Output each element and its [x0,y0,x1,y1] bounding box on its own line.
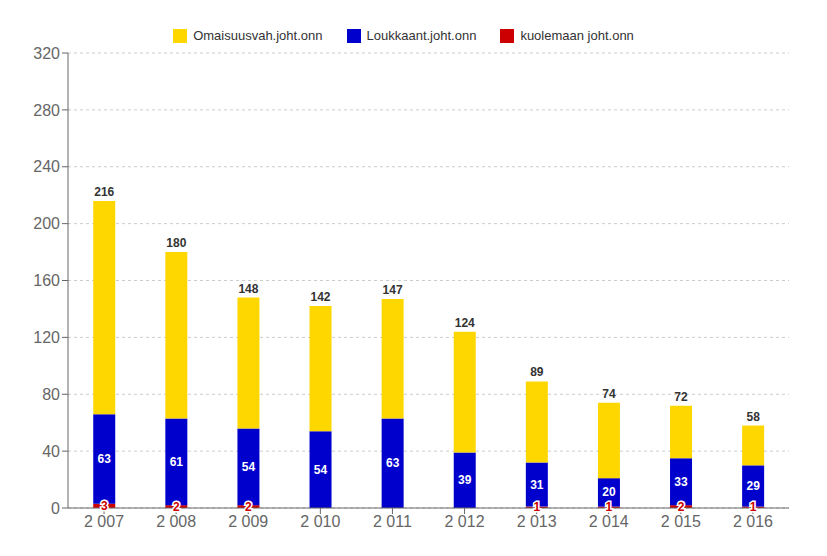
svg-text:124: 124 [455,316,475,330]
svg-text:280: 280 [33,102,60,119]
svg-text:54: 54 [314,463,328,477]
svg-text:2 010: 2 010 [300,513,340,530]
svg-text:2 009: 2 009 [228,513,268,530]
svg-text:39: 39 [458,473,472,487]
svg-text:2: 2 [678,500,685,514]
svg-text:240: 240 [33,158,60,175]
svg-text:2 013: 2 013 [517,513,557,530]
svg-text:72: 72 [674,390,688,404]
svg-text:148: 148 [238,282,258,296]
svg-text:61: 61 [170,455,184,469]
svg-text:80: 80 [42,386,60,403]
svg-text:2 015: 2 015 [661,513,701,530]
svg-text:2 011: 2 011 [373,513,412,530]
svg-text:20: 20 [602,485,616,499]
svg-text:63: 63 [98,452,112,466]
svg-text:2 016: 2 016 [733,513,773,530]
svg-text:320: 320 [33,45,60,62]
svg-text:200: 200 [33,215,60,232]
svg-text:54: 54 [242,460,256,474]
svg-text:89: 89 [530,365,544,379]
svg-text:58: 58 [746,410,760,424]
svg-text:1: 1 [533,500,540,514]
svg-text:1: 1 [606,500,613,514]
svg-text:31: 31 [530,478,544,492]
svg-text:2 014: 2 014 [589,513,629,530]
svg-text:40: 40 [42,443,60,460]
svg-text:63: 63 [386,456,400,470]
svg-text:1: 1 [750,500,757,514]
svg-text:160: 160 [33,272,60,289]
svg-text:0: 0 [51,500,60,517]
svg-text:29: 29 [746,479,760,493]
svg-text:2 007: 2 007 [84,513,124,530]
svg-text:147: 147 [383,283,403,297]
html-text:Loukkaant.joht.onn: Loukkaant.joht.onn [366,28,477,43]
svg-text:2: 2 [173,500,180,514]
svg-text:120: 120 [33,329,60,346]
svg-text:142: 142 [311,290,331,304]
svg-text:180: 180 [166,236,186,250]
svg-text:33: 33 [674,475,688,489]
svg-text:2 008: 2 008 [156,513,196,530]
html-text:Omaisuusvah.joht.onn: Omaisuusvah.joht.onn [193,28,323,43]
svg-text:216: 216 [94,185,114,199]
svg-text:2 012: 2 012 [445,513,485,530]
svg-text:3: 3 [101,499,108,513]
svg-text:74: 74 [602,387,616,401]
html-text:kuolemaan joht.onn: kuolemaan joht.onn [520,28,634,43]
svg-text:2: 2 [245,500,252,514]
